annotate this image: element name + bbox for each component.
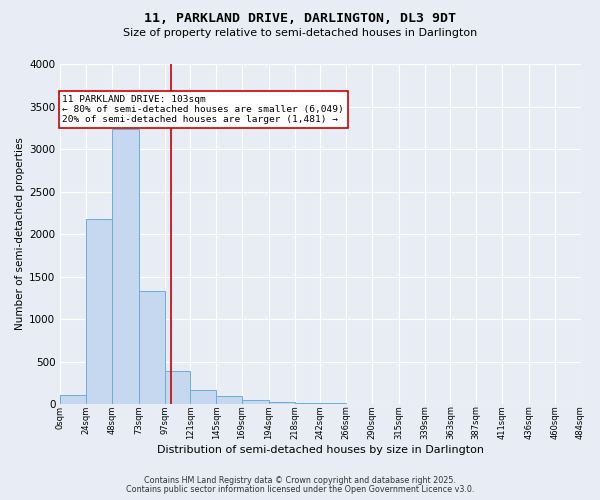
- Bar: [139, 291, 164, 404]
- Bar: [112, 128, 139, 404]
- Bar: [242, 400, 269, 404]
- Bar: [216, 396, 242, 404]
- Bar: [190, 390, 216, 404]
- Text: Contains public sector information licensed under the Open Government Licence v3: Contains public sector information licen…: [126, 484, 474, 494]
- Bar: [164, 371, 190, 404]
- Text: 11, PARKLAND DRIVE, DARLINGTON, DL3 9DT: 11, PARKLAND DRIVE, DARLINGTON, DL3 9DT: [144, 12, 456, 26]
- Bar: [60, 394, 86, 404]
- Text: 11 PARKLAND DRIVE: 103sqm
← 80% of semi-detached houses are smaller (6,049)
20% : 11 PARKLAND DRIVE: 103sqm ← 80% of semi-…: [62, 94, 344, 124]
- Y-axis label: Number of semi-detached properties: Number of semi-detached properties: [15, 138, 25, 330]
- Bar: [269, 402, 295, 404]
- X-axis label: Distribution of semi-detached houses by size in Darlington: Distribution of semi-detached houses by …: [157, 445, 484, 455]
- Text: Contains HM Land Registry data © Crown copyright and database right 2025.: Contains HM Land Registry data © Crown c…: [144, 476, 456, 485]
- Bar: [320, 403, 346, 404]
- Bar: [86, 219, 112, 404]
- Text: Size of property relative to semi-detached houses in Darlington: Size of property relative to semi-detach…: [123, 28, 477, 38]
- Bar: [295, 403, 320, 404]
